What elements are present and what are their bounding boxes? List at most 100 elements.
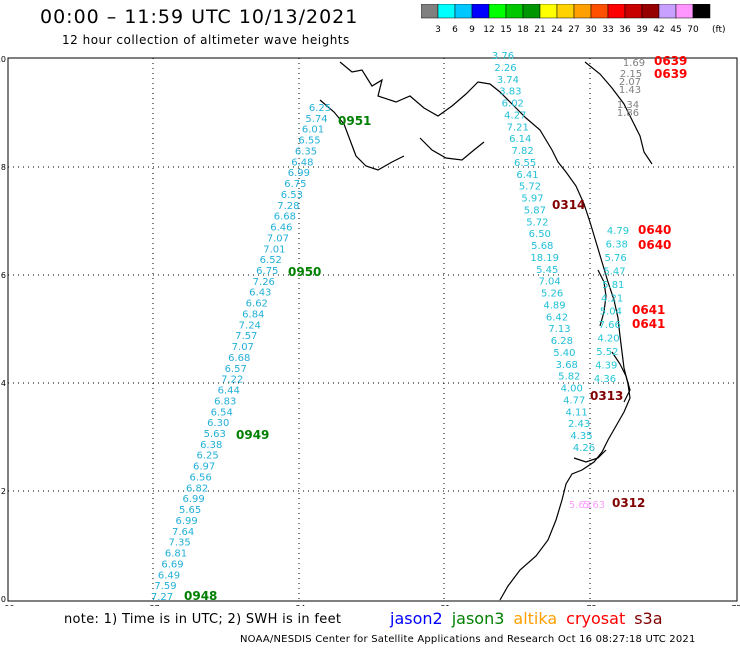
- central-track-value: 4.00: [561, 384, 583, 395]
- central-track-value: 6.02: [502, 99, 524, 110]
- colorbar-label: 33: [602, 25, 613, 35]
- gray-track-value: 1.86: [617, 108, 639, 119]
- pass-time-label: 0641: [632, 303, 665, 317]
- east-track-value: 4.79: [607, 226, 629, 237]
- colorbar-label: 36: [619, 25, 631, 35]
- colorbar-swatch: [692, 4, 711, 19]
- west-track-value: 6.82: [186, 483, 208, 494]
- pass-time-label: 0313: [590, 389, 623, 403]
- central-track-value: 18.19: [530, 253, 559, 264]
- west-track-value: 5.63: [204, 429, 226, 440]
- west-track-value: 6.25: [309, 103, 331, 114]
- west-track-value: 6.43: [249, 288, 271, 299]
- central-track-value: 5.97: [521, 194, 543, 205]
- west-track-value: 6.25: [196, 451, 218, 462]
- gray-track-value: 1.34: [617, 100, 639, 111]
- west-track-value: 6.57: [225, 364, 247, 375]
- central-track-value: 6.41: [516, 170, 538, 181]
- central-track-value: 4.27: [504, 110, 526, 121]
- central-track-value: 3.83: [499, 87, 521, 98]
- central-track-value: 3.76: [492, 51, 514, 62]
- west-track-value: 6.01: [302, 125, 324, 136]
- central-track-value: 4.35: [570, 431, 592, 442]
- west-track-value: 6.38: [200, 440, 222, 451]
- footer-note: note: 1) Time is in UTC; 2) SWH is in fe…: [64, 612, 342, 627]
- y-tick-label: 8: [1, 163, 6, 172]
- gray-track-value: 2.15: [620, 69, 642, 80]
- x-tick-label: -90: [1, 604, 14, 606]
- east-track-value: 7.66: [599, 320, 621, 331]
- axis-ticks: -90 -87 -84 -81 -78 -75 0 2 4 6 8 10: [0, 55, 740, 606]
- central-track-value: 5.40: [553, 348, 575, 359]
- east-track-value: 4.36: [594, 374, 616, 385]
- west-track-value: 6.52: [260, 255, 282, 266]
- east-track-value: 4.20: [597, 334, 619, 345]
- west-track-value: 6.49: [158, 570, 180, 581]
- central-track-value: 4.26: [573, 443, 595, 454]
- map-grid: [8, 58, 737, 601]
- east-track-value: 5.81: [602, 280, 624, 291]
- satellite-legend: jason2 jason3 altika cryosat s3a: [390, 609, 672, 628]
- wave-height-colorbar: 3 6 9 12 15 18 21 24 27 30 33 36 39 42 45 70 (ft): [421, 4, 726, 35]
- west-track-value: 6.99: [175, 516, 197, 527]
- central-track-value: 2.43: [568, 419, 590, 430]
- central-track-value: 7.21: [507, 122, 529, 133]
- west-track-value: 6.81: [165, 549, 187, 560]
- central-track-value: 2.26: [494, 63, 516, 74]
- pass-time-label: 0949: [236, 428, 269, 442]
- colorbar-label: 6: [452, 25, 458, 35]
- east-track-value: 6.38: [606, 240, 628, 251]
- legend-cryosat: cryosat: [566, 609, 626, 628]
- central-track-value: 7.13: [548, 324, 570, 335]
- west-track-value: 7.57: [235, 331, 257, 342]
- colorbar-label: 42: [653, 25, 664, 35]
- west-track-value: 7.28: [277, 201, 299, 212]
- pass-time-label: 0641: [632, 317, 665, 331]
- altimeter-tracks: 6.255.746.016.556.356.486.996.756.537.28…: [151, 51, 645, 603]
- colorbar-unit: (ft): [712, 25, 726, 35]
- x-tick-label: -87: [146, 604, 159, 606]
- west-track-value: 5.74: [305, 114, 327, 125]
- pink-track-value: 5.63: [583, 500, 605, 511]
- gray-track-value: 1.43: [619, 85, 641, 96]
- west-track-value: 6.30: [207, 418, 229, 429]
- map-title: 00:00 – 11:59 UTC 10/13/2021: [40, 6, 359, 28]
- y-tick-label: 10: [0, 55, 6, 64]
- central-track-value: 6.50: [529, 229, 551, 240]
- x-tick-label: -75: [728, 604, 740, 606]
- west-track-value: 6.99: [182, 494, 204, 505]
- pass-time-label: 0951: [338, 114, 371, 128]
- pass-time-label: 0948: [184, 589, 217, 603]
- central-track-value: 6.42: [546, 312, 568, 323]
- colorbar-label: 45: [670, 25, 681, 35]
- west-track-value: 6.56: [189, 473, 211, 484]
- map-subtitle: 12 hour collection of altimeter wave hei…: [62, 33, 350, 47]
- central-track-value: 3.74: [497, 75, 519, 86]
- central-track-value: 5.82: [558, 372, 580, 383]
- central-track-value: 5.72: [526, 217, 548, 228]
- central-track-value: 5.45: [536, 265, 558, 276]
- wave-height-map: -90-87-84-81-78-750246810 6.255.746.016.…: [0, 51, 740, 606]
- central-track-value: 7.04: [538, 277, 560, 288]
- y-tick-label: 6: [1, 271, 6, 280]
- x-tick-label: -81: [437, 604, 450, 606]
- central-track-value: 4.77: [563, 396, 585, 407]
- colorbar-label: 9: [469, 25, 475, 35]
- colorbar-label: 21: [534, 25, 545, 35]
- west-track-value: 6.68: [274, 212, 296, 223]
- y-tick-label: 0: [1, 595, 6, 604]
- gray-track-value: 1.69: [623, 58, 645, 69]
- east-track-value: 4.39: [595, 361, 617, 372]
- x-tick-label: -78: [583, 604, 596, 606]
- east-track-value: 4.21: [601, 293, 623, 304]
- colorbar-label: 15: [500, 25, 511, 35]
- west-track-value: 7.64: [172, 527, 194, 538]
- y-tick-label: 2: [1, 487, 6, 496]
- pass-time-label: 0950: [288, 265, 321, 279]
- east-track-value: 5.47: [603, 266, 625, 277]
- west-track-value: 6.44: [218, 386, 240, 397]
- central-track-value: 7.82: [511, 146, 533, 157]
- west-track-value: 7.24: [239, 320, 261, 331]
- west-track-value: 6.69: [161, 559, 183, 570]
